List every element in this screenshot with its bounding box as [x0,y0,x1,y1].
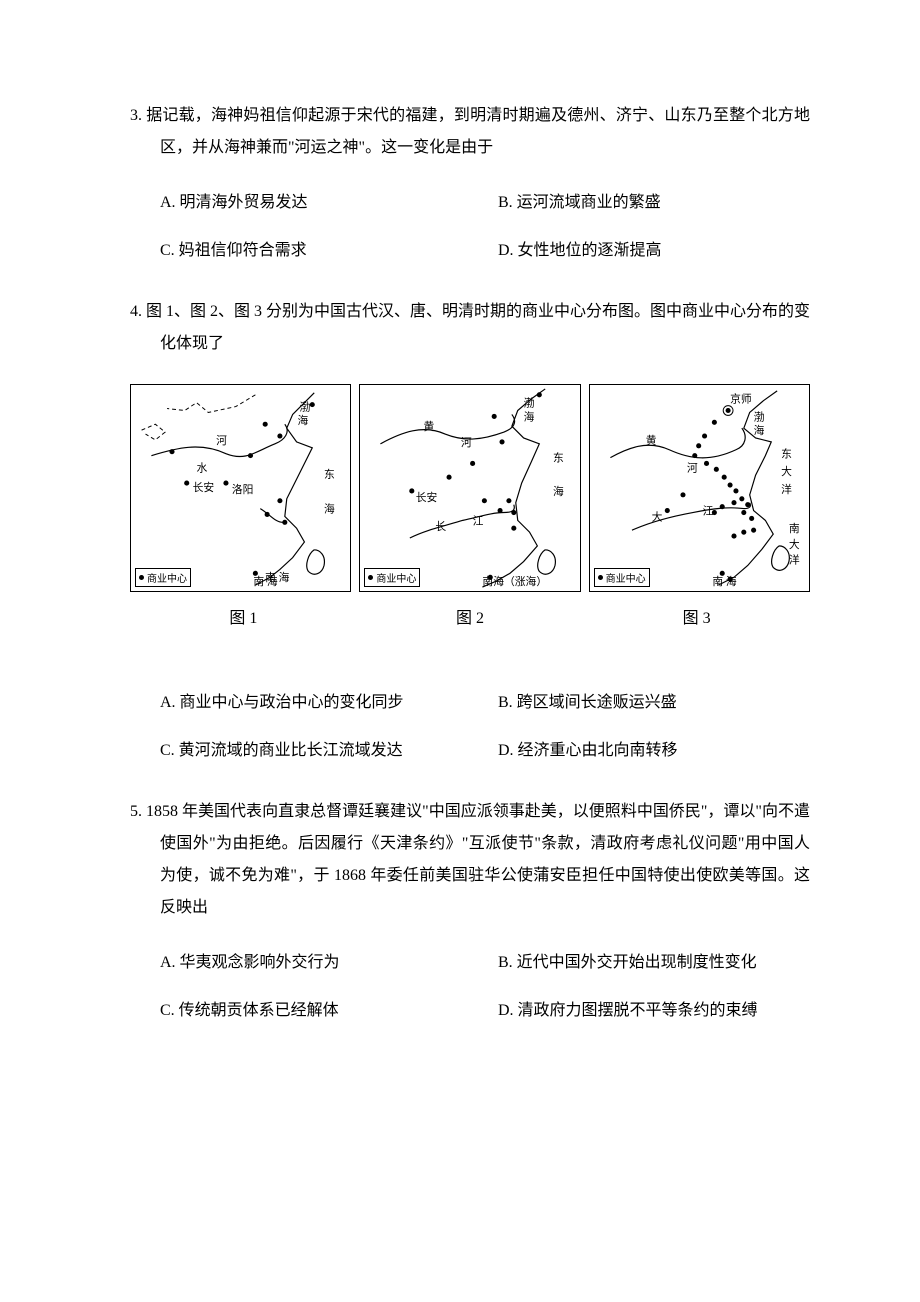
svg-text:江: 江 [473,515,484,527]
q5-row-cd: C. 传统朝贡体系已经解体 D. 清政府力图摆脱不平等条约的束缚 [130,996,810,1020]
legend-dot-icon [598,575,603,580]
q3-stem: 3. 据记载，海神妈祖信仰起源于宋代的福建，到明清时期遍及德州、济宁、山东乃至整… [130,100,810,164]
q5-opt-a: A. 华夷观念影响外交行为 [160,948,498,972]
q3-stem-text: 据记载，海神妈祖信仰起源于宋代的福建，到明清时期遍及德州、济宁、山东乃至整个北方… [146,107,810,156]
q4-opt-d: D. 经济重心由北向南转移 [498,736,810,760]
svg-text:东: 东 [324,468,335,481]
svg-text:海: 海 [324,503,335,516]
svg-text:南: 南 [789,522,800,535]
q3-opt-a: A. 明清海外贸易发达 [160,188,498,212]
svg-text:海: 海 [753,424,764,437]
svg-text:东: 东 [781,448,792,461]
map3-caption: 图 3 [583,604,810,628]
q5-opt-c: C. 传统朝贡体系已经解体 [160,996,498,1020]
svg-text:渤: 渤 [524,397,535,410]
svg-text:黄: 黄 [645,434,656,447]
legend-dot-icon [139,575,144,580]
map3-legend-label: 商业中心 [606,570,646,585]
svg-text:河: 河 [687,462,698,474]
q3-row-cd: C. 妈祖信仰符合需求 D. 女性地位的逐渐提高 [130,236,810,260]
q5-opt-d: D. 清政府力图摆脱不平等条约的束缚 [498,996,810,1020]
question-4: 4. 图 1、图 2、图 3 分别为中国古代汉、唐、明清时期的商业中心分布图。图… [130,296,810,760]
q3-row-ab: A. 明清海外贸易发达 B. 运河流域商业的繁盛 [130,188,810,212]
svg-text:东: 东 [553,452,564,465]
q5-number: 5. [130,803,142,820]
svg-text:洛阳: 洛阳 [232,483,254,496]
svg-text:海: 海 [553,485,564,498]
svg-text:洋: 洋 [781,483,792,496]
svg-text:海: 海 [298,414,309,427]
svg-text:水: 水 [197,462,208,474]
q3-opt-c: C. 妈祖信仰符合需求 [160,236,498,260]
q5-stem-text: 1858 年美国代表向直隶总督谭廷襄建议"中国应派领事赴美，以便照料中国侨民"，… [146,803,810,916]
svg-text:南 海: 南 海 [253,575,277,588]
map3-svg: 京师渤海黄河大江东大洋南大洋南 海 [590,385,809,591]
svg-text:黄: 黄 [424,420,435,433]
svg-text:京师: 京师 [730,393,752,406]
svg-text:江: 江 [702,505,713,517]
q3-opt-d: D. 女性地位的逐渐提高 [498,236,810,260]
question-3: 3. 据记载，海神妈祖信仰起源于宋代的福建，到明清时期遍及德州、济宁、山东乃至整… [130,100,810,260]
q5-stem: 5. 1858 年美国代表向直隶总督谭廷襄建议"中国应派领事赴美，以便照料中国侨… [130,796,810,924]
map1-svg: 渤海河水长安洛阳东海南 海南 海 [131,385,350,591]
svg-text:渤: 渤 [300,401,311,414]
svg-text:南 海: 南 海 [712,575,736,588]
q3-number: 3. [130,107,142,124]
svg-text:南海（涨海）: 南海（涨海） [483,575,548,588]
maps-row: 渤海河水长安洛阳东海南 海南 海 商业中心 渤海黄河长安东海长江南海（涨海） 商… [130,384,810,592]
svg-text:大: 大 [789,538,800,551]
svg-text:渤: 渤 [753,410,764,423]
map1-caption: 图 1 [130,604,357,628]
map2-caption: 图 2 [357,604,584,628]
q4-stem-text: 图 1、图 2、图 3 分别为中国古代汉、唐、明清时期的商业中心分布图。图中商业… [146,303,810,352]
svg-text:大: 大 [651,510,662,523]
q5-opt-b: B. 近代中国外交开始出现制度性变化 [498,948,810,972]
q4-stem: 4. 图 1、图 2、图 3 分别为中国古代汉、唐、明清时期的商业中心分布图。图… [130,296,810,360]
q4-row-ab: A. 商业中心与政治中心的变化同步 B. 跨区域间长途贩运兴盛 [130,688,810,712]
map2-svg: 渤海黄河长安东海长江南海（涨海） [360,385,579,591]
svg-text:长安: 长安 [416,491,438,504]
q4-opt-b: B. 跨区域间长途贩运兴盛 [498,688,810,712]
map1-legend: 商业中心 [135,568,191,587]
question-5: 5. 1858 年美国代表向直隶总督谭廷襄建议"中国应派领事赴美，以便照料中国侨… [130,796,810,1020]
svg-text:河: 河 [461,437,472,449]
map-captions: 图 1 图 2 图 3 [130,604,810,628]
legend-dot-icon [368,575,373,580]
svg-text:海: 海 [524,410,535,423]
map3-legend: 商业中心 [594,568,650,587]
svg-text:长: 长 [436,521,447,533]
q3-opt-b: B. 运河流域商业的繁盛 [498,188,810,212]
svg-text:大: 大 [781,465,792,478]
q4-number: 4. [130,303,142,320]
map2-legend-label: 商业中心 [376,570,416,585]
svg-text:河: 河 [216,435,227,447]
map-1: 渤海河水长安洛阳东海南 海南 海 商业中心 [130,384,351,592]
q4-opt-c: C. 黄河流域的商业比长江流域发达 [160,736,498,760]
svg-text:洋: 洋 [789,554,800,567]
map2-legend: 商业中心 [364,568,420,587]
q5-row-ab: A. 华夷观念影响外交行为 B. 近代中国外交开始出现制度性变化 [130,948,810,972]
map1-legend-label: 商业中心 [147,570,187,585]
q4-row-cd: C. 黄河流域的商业比长江流域发达 D. 经济重心由北向南转移 [130,736,810,760]
map-3: 京师渤海黄河大江东大洋南大洋南 海 商业中心 [589,384,810,592]
svg-text:长安: 长安 [193,481,215,494]
map-2: 渤海黄河长安东海长江南海（涨海） 商业中心 [359,384,580,592]
q4-opt-a: A. 商业中心与政治中心的变化同步 [160,688,498,712]
